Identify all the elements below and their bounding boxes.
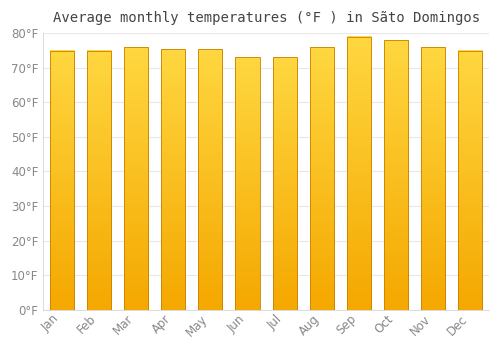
Bar	[87, 50, 111, 310]
Bar	[198, 49, 222, 310]
Bar	[421, 47, 446, 310]
Bar	[161, 49, 186, 310]
Bar	[310, 47, 334, 310]
Bar	[124, 47, 148, 310]
Title: Average monthly temperatures (°F ) in Sãto Domingos: Average monthly temperatures (°F ) in Sã…	[52, 11, 480, 25]
Bar	[384, 40, 408, 310]
Bar	[50, 50, 74, 310]
Bar	[236, 57, 260, 310]
Bar	[347, 37, 371, 310]
Bar	[458, 50, 482, 310]
Bar	[272, 57, 296, 310]
